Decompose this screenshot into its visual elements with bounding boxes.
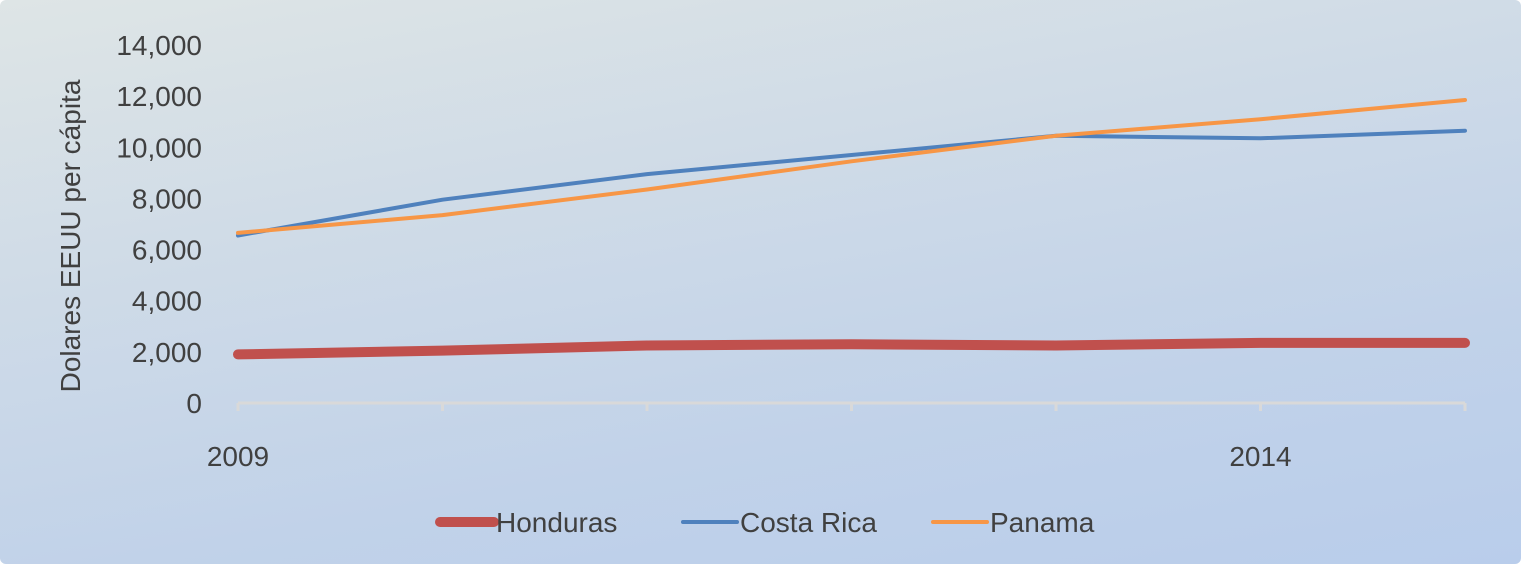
legend-label-panama: Panama [990, 507, 1095, 538]
y-tick-label: 4,000 [132, 286, 202, 317]
y-tick-label: 0 [186, 388, 202, 419]
y-tick-label: 6,000 [132, 235, 202, 266]
y-tick-label: 14,000 [116, 30, 202, 61]
legend-label-honduras: Honduras [496, 507, 617, 538]
legend-label-costa-rica: Costa Rica [740, 507, 877, 538]
series-line-honduras [233, 337, 1470, 360]
x-tick-label: 2014 [1229, 441, 1291, 472]
series-line-costa-rica [236, 128, 1467, 238]
y-tick-label: 2,000 [132, 337, 202, 368]
series-line-panama [236, 98, 1467, 235]
y-tick-label: 8,000 [132, 183, 202, 214]
y-tick-label: 12,000 [116, 81, 202, 112]
y-tick-label: 10,000 [116, 132, 202, 163]
y-axis-label: Dolares EEUU per cápita [55, 79, 86, 392]
x-tick-label: 2009 [207, 441, 269, 472]
